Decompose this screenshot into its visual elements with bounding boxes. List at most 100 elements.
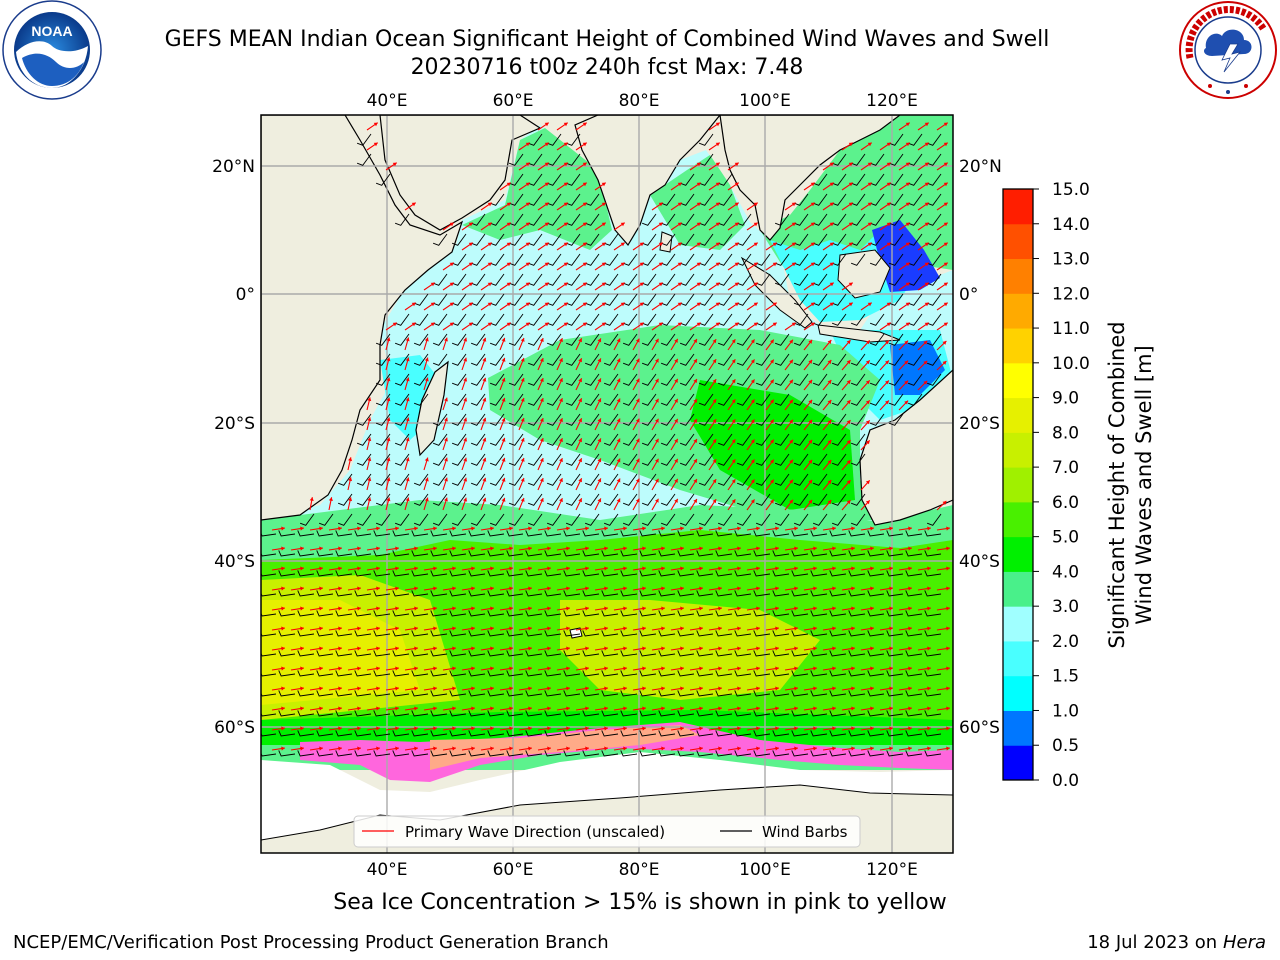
wave-arrow-head [718,546,722,551]
wave-arrow-head [471,546,475,551]
wave-arrow-head [604,666,608,671]
wave-arrow-head [357,706,361,711]
wave-arrow-head [789,439,793,444]
wind-barb [565,333,581,346]
wind-barb [926,513,942,526]
wind-barb [563,730,581,737]
wave-arrow-head [867,242,872,247]
wave-arrow-head [544,162,549,167]
wind-barb [867,710,885,717]
wind-barb [677,590,695,597]
wind-barb [774,433,790,446]
wave-arrow-head [889,526,893,531]
wind-barb [603,273,619,286]
wind-barb [354,610,372,617]
wave-arrow-head [635,498,640,503]
wave-arrow-head [487,222,492,227]
wave-arrow-head [848,202,853,207]
wind-barb [886,710,904,717]
wave-arrow-head [414,526,418,531]
wave-arrow-head [946,566,950,571]
wind-barb [622,353,638,366]
lat-tick-left: 0° [236,285,255,305]
wind-barb [297,570,315,577]
wind-barb [278,670,296,677]
wave-arrow-head [338,746,342,751]
wind-barb [451,293,467,306]
wind-barb [867,750,885,757]
wind-barb [755,473,771,486]
wave-arrow-head [718,686,722,691]
wind-barb [641,253,657,266]
wind-barb [677,610,695,617]
wind-barb [354,670,372,677]
wave-arrow-head [604,726,608,731]
wave-arrow-head [946,706,950,711]
wave-arrow-head [525,242,530,247]
wind-barb [563,530,581,537]
wave-arrow-head [300,546,304,551]
wave-arrow-head [367,477,372,482]
wave-arrow-head [300,646,304,651]
wave-arrow-head [731,419,736,424]
wave-arrow-head [430,302,435,307]
colorbar-cell [1003,293,1033,329]
wave-arrow-head [753,222,758,227]
wind-barb [432,473,448,486]
wave-arrow-head [559,418,563,423]
wind-barb [468,550,486,557]
wind-barb [373,590,391,597]
wind-barb [297,650,315,657]
wind-barb [696,670,714,677]
wave-arrow-head [789,399,793,404]
wave-arrow-head [943,182,948,187]
wind-barb [394,213,410,226]
wind-barb [487,610,505,617]
wave-arrow-head [578,418,582,423]
wave-arrow-head [604,526,608,531]
wave-arrow-head [642,606,646,611]
wind-barb [736,513,752,526]
wind-barb [812,393,828,406]
wave-arrow-head [775,526,779,531]
wind-barb [698,233,714,246]
wave-arrow-head [585,626,589,631]
wind-barb [449,590,467,597]
wind-barb [489,193,505,206]
wave-arrow-head [696,182,701,187]
wind-barb [736,373,752,386]
wave-arrow-head [737,626,741,631]
wave-arrow-head [927,646,931,651]
wind-barb [639,710,657,717]
wave-arrow-head [674,358,678,363]
wind-barb [850,493,866,506]
wave-arrow-head [810,202,815,207]
wind-barb [639,650,657,657]
wave-arrow-head [770,399,774,404]
wave-arrow-head [927,746,931,751]
wave-arrow-head [905,282,910,287]
wind-barb [848,550,866,557]
wave-arrow-head [597,498,602,503]
wind-barb [698,133,714,146]
wave-arrow-head [867,302,872,307]
wind-barb [373,710,391,717]
wave-arrow-head [525,302,530,307]
wave-arrow-head [623,566,627,571]
wave-arrow-head [559,478,563,483]
wind-barb [546,153,562,166]
wind-barb [544,630,562,637]
wind-barb [774,493,790,506]
wind-barb [696,690,714,697]
wave-arrow-head [696,242,701,247]
wind-barb [850,313,866,326]
wave-arrow-head [585,686,589,691]
wave-arrow-head [808,499,813,504]
lat-ticks-right: 20°N 0° 20°S 40°S 60°S [959,157,1002,738]
wave-arrow-head [886,302,891,307]
wind-barb [829,730,847,737]
wind-barb [717,313,733,326]
wind-barb [660,353,676,366]
wind-barb [774,213,790,226]
wind-barb [489,293,505,306]
